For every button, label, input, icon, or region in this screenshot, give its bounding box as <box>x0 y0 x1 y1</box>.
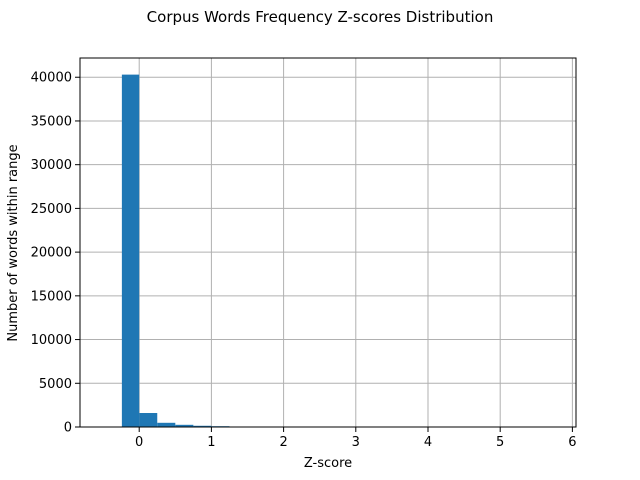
y-tick-label: 40000 <box>31 71 72 86</box>
x-axis-label: Z-score <box>304 456 352 471</box>
histogram-bar <box>139 413 158 427</box>
axis-ticks: 0 1 2 3 4 5 6 0 5000 10000 15000 20000 25000 30000 350… <box>31 71 577 450</box>
y-tick-label: 20000 <box>31 246 72 261</box>
histogram-bar <box>175 424 194 427</box>
x-tick-label: 6 <box>568 435 576 450</box>
y-tick-label: 35000 <box>31 114 72 129</box>
gridlines <box>80 58 576 428</box>
y-tick-label: 25000 <box>31 202 72 217</box>
x-tick-label: 3 <box>352 435 360 450</box>
x-tick-label: 4 <box>424 435 432 450</box>
y-tick-label: 0 <box>64 421 72 436</box>
y-tick-label: 30000 <box>31 158 72 173</box>
x-tick-label: 5 <box>496 435 504 450</box>
chart-title: Corpus Words Frequency Z-scores Distribu… <box>147 8 494 26</box>
y-axis-label: Number of words within range <box>6 144 21 341</box>
histogram-bar <box>121 74 140 428</box>
histogram-bar <box>193 425 212 427</box>
x-tick-label: 0 <box>135 435 143 450</box>
plot-frame <box>79 57 577 428</box>
x-tick-label: 1 <box>207 435 215 450</box>
y-tick-label: 10000 <box>31 333 72 348</box>
y-tick-label: 5000 <box>39 377 72 392</box>
y-tick-label: 15000 <box>31 289 72 304</box>
histogram-bar <box>157 422 176 427</box>
x-tick-label: 2 <box>279 435 287 450</box>
